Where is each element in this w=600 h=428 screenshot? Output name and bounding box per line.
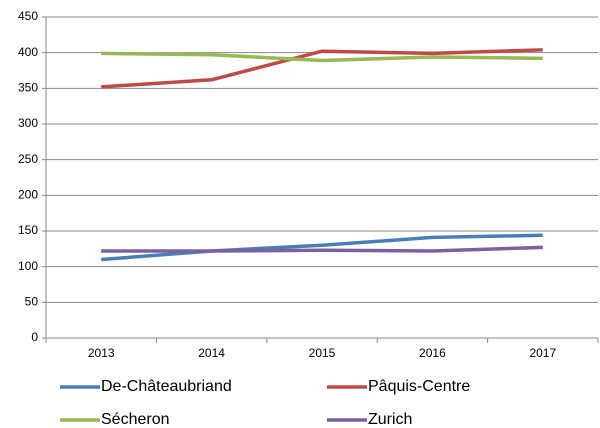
series-line bbox=[101, 245, 543, 253]
y-tick-label: 0 bbox=[31, 330, 38, 344]
x-tick-label: 2015 bbox=[309, 346, 336, 360]
x-tick-label: 2017 bbox=[529, 346, 556, 360]
series-line bbox=[101, 51, 543, 63]
y-tick-label: 150 bbox=[18, 223, 38, 237]
y-tick-label: 350 bbox=[18, 81, 38, 95]
y-tick-label: 50 bbox=[25, 295, 39, 309]
x-tick-label: 2016 bbox=[419, 346, 446, 360]
series-line bbox=[101, 48, 543, 89]
x-tick-label: 2013 bbox=[88, 346, 115, 360]
y-tick-label: 200 bbox=[18, 188, 38, 202]
legend-label: Sécheron bbox=[101, 411, 170, 428]
series-line bbox=[101, 233, 543, 262]
y-tick-label: 100 bbox=[18, 259, 38, 273]
legend-label: Pâquis-Centre bbox=[368, 378, 470, 395]
y-tick-label: 400 bbox=[18, 45, 38, 59]
y-tick-label: 450 bbox=[18, 9, 38, 23]
legend-label: De-Châteaubriand bbox=[101, 378, 232, 395]
y-tick-label: 300 bbox=[18, 116, 38, 130]
legend-label: Zurich bbox=[368, 411, 412, 428]
y-tick-label: 250 bbox=[18, 152, 38, 166]
x-tick-label: 2014 bbox=[198, 346, 225, 360]
